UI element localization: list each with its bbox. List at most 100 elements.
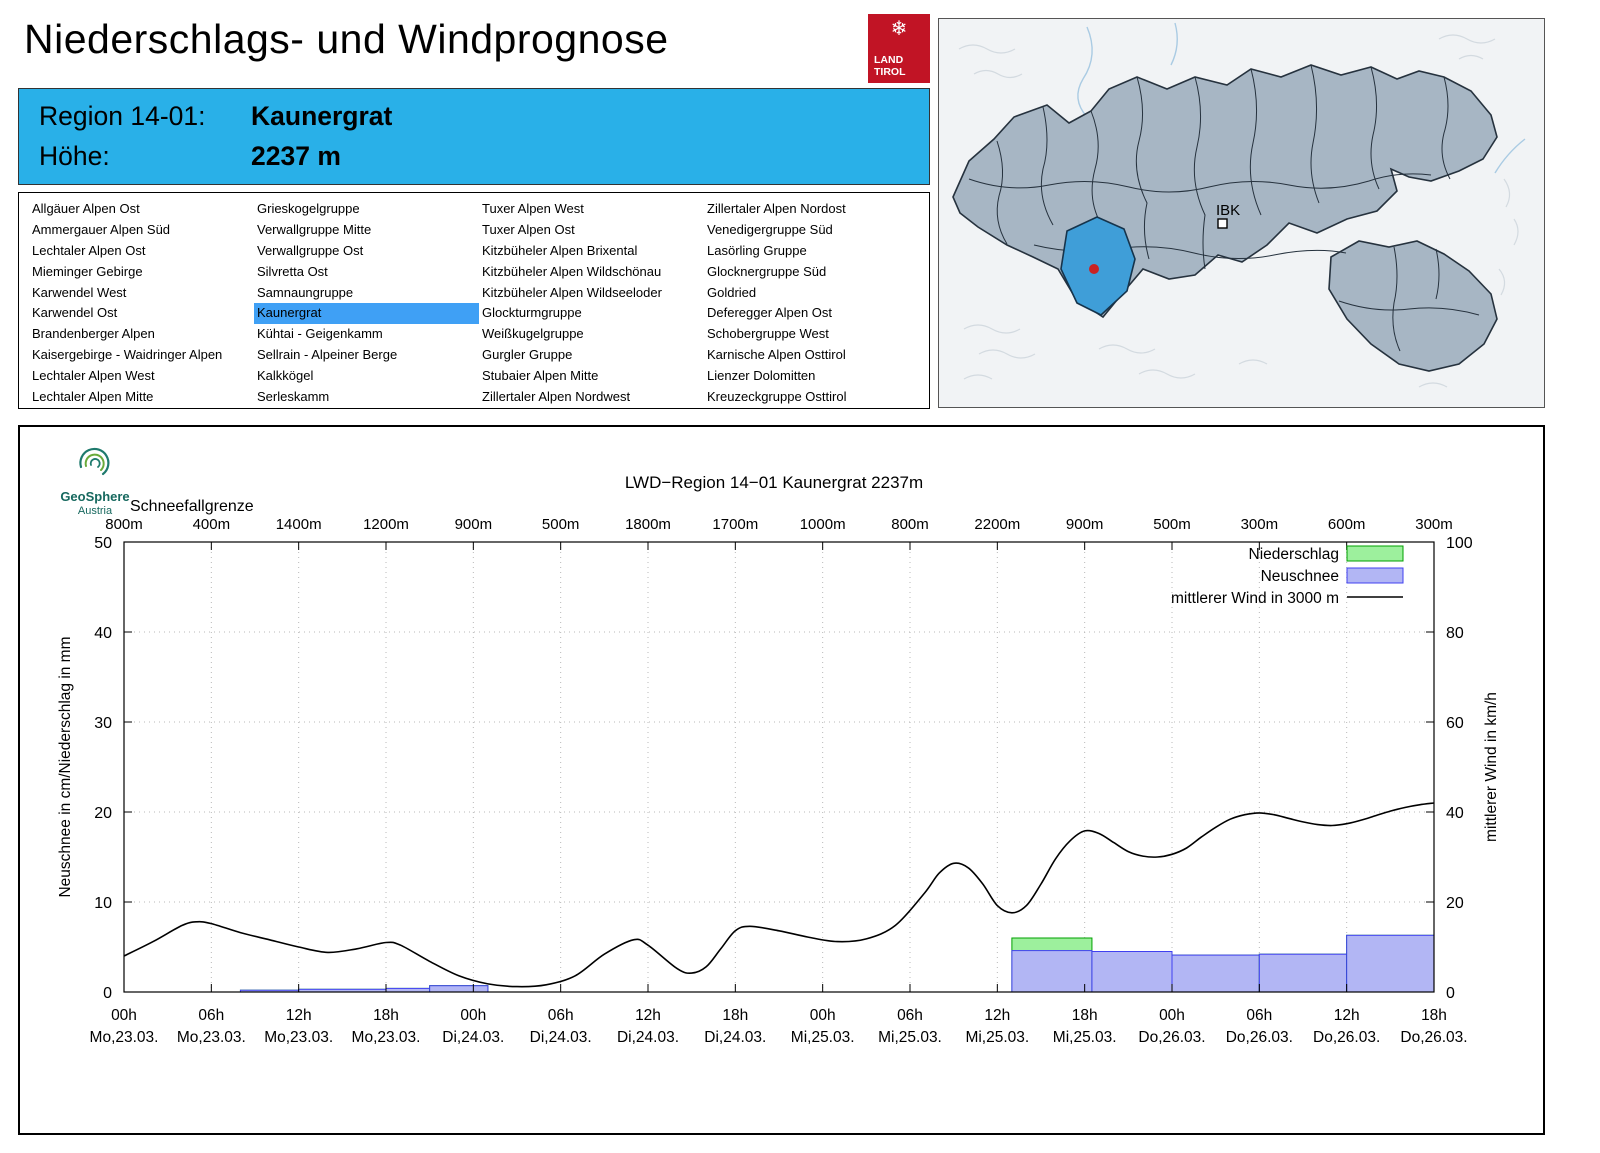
snowline-value: 800m — [105, 516, 143, 533]
region-list-item[interactable]: Ammergauer Alpen Süd — [32, 221, 171, 237]
y-left-tick-label: 10 — [94, 895, 112, 912]
region-list-item[interactable]: Lechtaler Alpen West — [32, 368, 155, 384]
x-tick-date: Mo,23.03. — [177, 1029, 246, 1046]
y-left-tick-label: 30 — [94, 715, 112, 732]
x-tick-time: 00h — [460, 1007, 486, 1024]
x-tick-date: Mi,25.03. — [791, 1029, 855, 1046]
region-list-item[interactable]: Brandenberger Alpen — [32, 326, 155, 342]
snowline-value: 1400m — [276, 516, 322, 533]
region-list-item[interactable]: Stubaier Alpen Mitte — [482, 368, 599, 384]
y-left-tick-label: 20 — [94, 805, 112, 822]
chart-title: LWD−Region 14−01 Kaunergrat 2237m — [625, 473, 923, 492]
region-list-item[interactable]: Karnische Alpen Osttirol — [707, 347, 846, 363]
x-tick-time: 12h — [286, 1007, 312, 1024]
x-tick-date: Do,26.03. — [1400, 1029, 1467, 1046]
region-list-column: Grieskogelgruppe Verwallgruppe Mitte Verwa… — [254, 199, 479, 408]
y-left-axis-label: Neuschnee in cm/Niederschlag in mm — [57, 636, 74, 897]
elevation-label: Höhe: — [39, 140, 110, 171]
logo-line-2: TIROL — [874, 65, 906, 78]
region-list-item[interactable]: Kalkkögel — [257, 368, 314, 384]
x-tick-date: Di,24.03. — [442, 1029, 504, 1046]
x-tick-date: Mi,25.03. — [1053, 1029, 1117, 1046]
region-list-column: Zillertaler Alpen Nordost Venedigergruppe… — [704, 199, 929, 408]
region-list-item[interactable]: Weißkugelgruppe — [482, 326, 584, 342]
region-list-item[interactable]: Kaisergebirge - Waidringer Alpen — [32, 347, 223, 363]
snowline-value: 400m — [193, 516, 231, 533]
x-tick-time: 00h — [111, 1007, 137, 1024]
legend-label: mittlerer Wind in 3000 m — [1171, 590, 1339, 607]
map-region-east-tirol[interactable] — [1328, 240, 1498, 372]
wind-line — [123, 802, 1435, 988]
region-list-item[interactable]: Kitzbüheler Alpen Wildseeloder — [482, 284, 662, 300]
x-tick-date: Mi,25.03. — [878, 1029, 942, 1046]
ibk-label: IBK — [1216, 202, 1240, 219]
land-tirol-logo: ❄ LAND TIROL — [868, 14, 930, 83]
region-list-item[interactable]: Karwendel West — [32, 284, 127, 300]
snowline-value: 900m — [1066, 516, 1104, 533]
region-list-item[interactable]: Goldried — [707, 284, 757, 300]
region-list-item[interactable]: Silvretta Ost — [257, 263, 328, 279]
region-list-item[interactable]: Zillertaler Alpen Nordwest — [482, 389, 631, 405]
x-tick-date: Do,26.03. — [1313, 1029, 1380, 1046]
x-tick-date: Di,24.03. — [530, 1029, 592, 1046]
elevation-info-row: Höhe: 2237 m — [39, 141, 909, 172]
region-list-item[interactable]: Grieskogelgruppe — [257, 201, 360, 216]
region-list-item[interactable]: Glocknergruppe Süd — [707, 263, 827, 279]
y-right-tick-label: 20 — [1446, 895, 1464, 912]
region-list-item[interactable]: Kitzbüheler Alpen Brixental — [482, 242, 638, 258]
logo-line-1: LAND — [874, 53, 904, 66]
region-list-item[interactable]: Kreuzeckgruppe Osttirol — [707, 389, 847, 405]
terrain-texture — [958, 34, 1519, 388]
region-list-item[interactable]: Serleskamm — [257, 389, 330, 405]
region-list-item[interactable]: Verwallgruppe Mitte — [257, 221, 372, 237]
region-list-item[interactable]: Gurgler Gruppe — [482, 347, 573, 363]
x-tick-time: 18h — [373, 1007, 399, 1024]
x-tick-date: Mo,23.03. — [90, 1029, 159, 1046]
x-tick-time: 00h — [810, 1007, 836, 1024]
snowline-label: Schneefallgrenze — [130, 498, 254, 515]
region-list-item[interactable]: Venedigergruppe Süd — [707, 221, 833, 237]
y-left-tick-label: 50 — [94, 535, 112, 552]
y-right-tick-label: 40 — [1446, 805, 1464, 822]
region-list-item[interactable]: Tuxer Alpen West — [482, 201, 584, 216]
x-tick-time: 18h — [1421, 1007, 1447, 1024]
tirol-map-svg: IBK — [939, 19, 1544, 407]
region-list-item-selected[interactable]: Kaunergrat — [254, 303, 479, 325]
region-list-item[interactable]: Glockturmgruppe — [482, 305, 582, 321]
region-info-box: Region 14-01: Kaunergrat Höhe: 2237 m — [18, 88, 930, 185]
x-tick-time: 12h — [1334, 1007, 1360, 1024]
region-info-row: Region 14-01: Kaunergrat — [39, 101, 909, 132]
x-tick-time: 06h — [548, 1007, 574, 1024]
region-list-item[interactable]: Schobergruppe West — [707, 326, 829, 342]
neuschnee-bar — [1011, 950, 1093, 993]
region-list-item[interactable]: Deferegger Alpen Ost — [707, 305, 833, 321]
y-right-tick-label: 60 — [1446, 715, 1464, 732]
region-list-item[interactable]: Karwendel Ost — [32, 305, 118, 321]
region-list-item[interactable]: Zillertaler Alpen Nordost — [707, 201, 846, 216]
y-left-tick-label: 0 — [103, 985, 112, 1002]
x-tick-time: 00h — [1159, 1007, 1185, 1024]
forecast-chart-panel: LWD−Region 14−01 Kaunergrat 2237m Schneef… — [18, 425, 1545, 1135]
region-list-item[interactable]: Lienzer Dolomitten — [707, 368, 816, 384]
ibk-marker: IBK — [1216, 202, 1240, 229]
ibk-city-square-icon — [1217, 218, 1228, 229]
region-list-item[interactable]: Samnaungruppe — [257, 284, 354, 300]
page-title: Niederschlags- und Windprognose — [24, 16, 669, 62]
region-list-item[interactable]: Verwallgruppe Ost — [257, 242, 364, 258]
x-tick-date: Do,26.03. — [1226, 1029, 1293, 1046]
region-list-item[interactable]: Lechtaler Alpen Mitte — [32, 389, 154, 405]
region-list-item[interactable]: Sellrain - Alpeiner Berge — [257, 347, 398, 363]
snowline-value: 1700m — [712, 516, 758, 533]
x-tick-date: Mo,23.03. — [264, 1029, 333, 1046]
snowline-value: 1800m — [625, 516, 671, 533]
region-list-item[interactable]: Mieminger Gebirge — [32, 263, 143, 279]
region-list-item[interactable]: Tuxer Alpen Ost — [482, 221, 575, 237]
region-list-item[interactable]: Kitzbüheler Alpen Wildschönau — [482, 263, 662, 279]
region-list-item[interactable]: Kühtai - Geigenkamm — [257, 326, 383, 342]
region-list-item[interactable]: Lasörling Gruppe — [707, 242, 807, 258]
region-list: Allgäuer Alpen Ost Ammergauer Alpen Süd Le… — [18, 192, 930, 409]
region-list-item[interactable]: Lechtaler Alpen Ost — [32, 242, 146, 258]
neuschnee-bar — [1091, 951, 1173, 993]
region-list-item[interactable]: Allgäuer Alpen Ost — [32, 201, 140, 216]
